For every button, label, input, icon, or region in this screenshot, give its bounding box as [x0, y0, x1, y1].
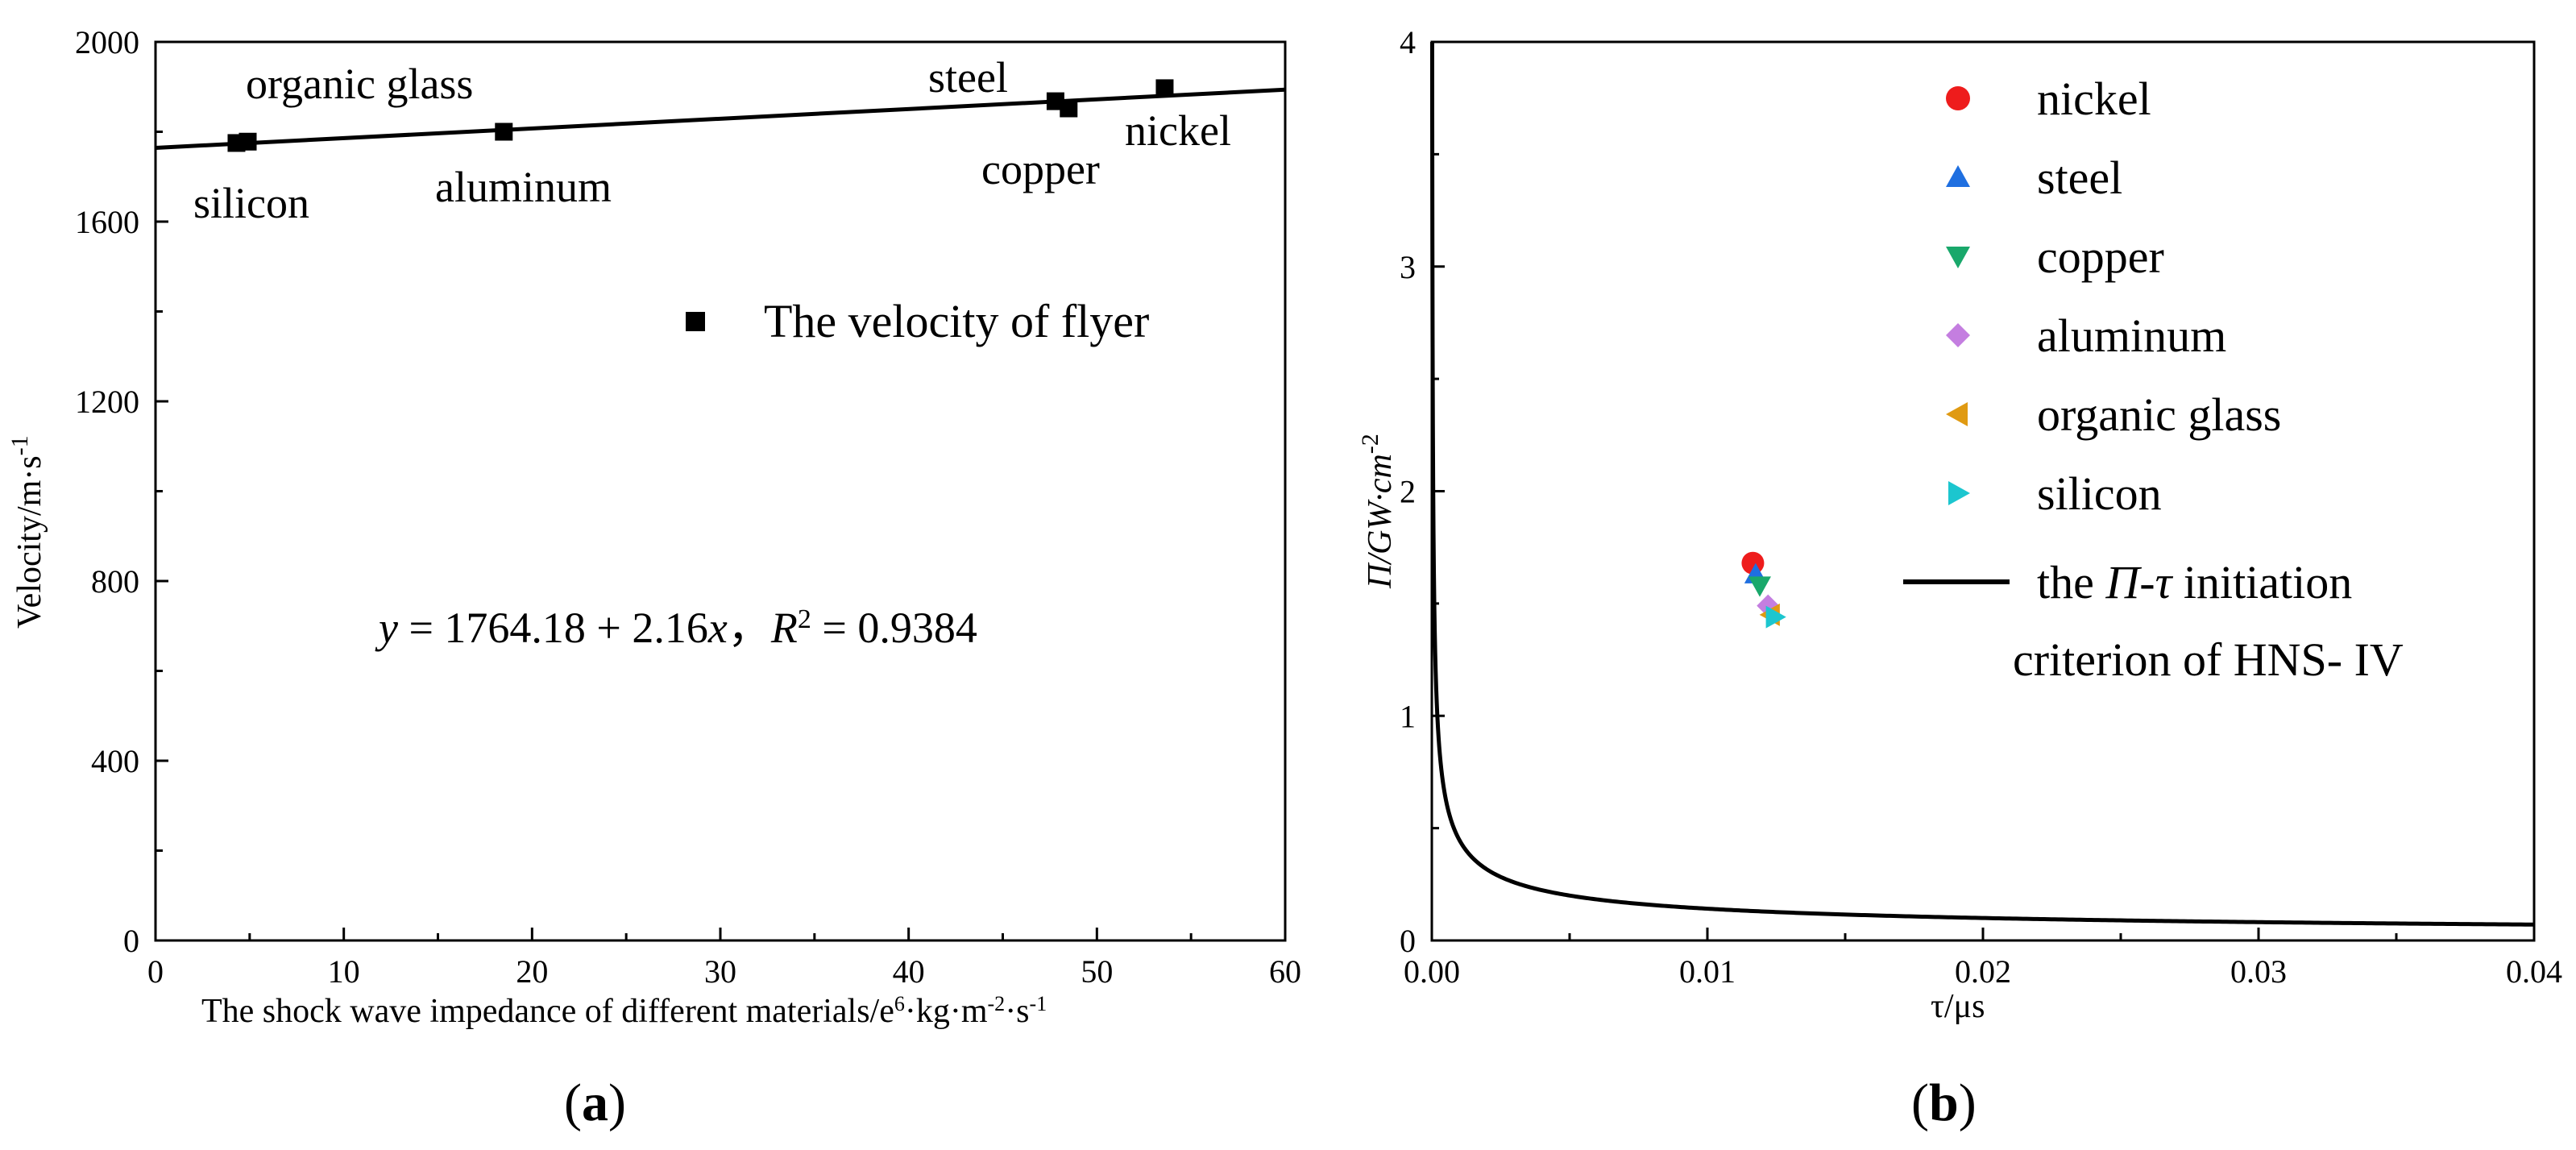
legend-curve-pi: Π [2105, 556, 2142, 608]
b-x-tick-label: 0.04 [2506, 953, 2562, 990]
legend-label-organic-glass: organic glass [2037, 388, 2281, 441]
point-a-organic-glass [239, 132, 257, 151]
fit-equation: y = 1764.18 + 2.16x，R2 = 0.9384 [375, 604, 977, 652]
a-y-tick-label: 2000 [75, 24, 139, 60]
legend-curve-suffix: initiation [2172, 556, 2352, 608]
panel-a: 0 10 20 30 40 50 60 0 400 800 1200 1600 2000 organi… [6, 24, 1302, 1132]
a-y-tick-label: 0 [123, 923, 139, 959]
label-aluminum: aluminum [435, 163, 612, 211]
eq-r-val: = 0.9384 [811, 604, 977, 652]
b-ylabel-text: Π/GW·cm [1362, 454, 1399, 589]
a-x-tick-label: 50 [1081, 953, 1113, 990]
panel-a-letter: a [582, 1073, 608, 1132]
panel-a-legend-marker [686, 312, 705, 331]
a-x-tick-label: 60 [1269, 953, 1301, 990]
eq-x: x [707, 604, 728, 652]
b-x-tick-label: 0.02 [1955, 953, 2011, 990]
legend-curve-dash: - [2139, 556, 2155, 608]
panel-b-x-axis-title: τ/μs [1931, 988, 1985, 1025]
panel-b-letter: b [1929, 1073, 1959, 1132]
a-ylabel-text: Velocity/m·s [11, 455, 48, 629]
legend-curve-prefix: the [2037, 556, 2105, 608]
panel-b-y-ticks: 0 1 2 3 4 [1400, 24, 1445, 959]
point-a-nickel [1155, 79, 1174, 98]
a-y-tick-label: 400 [91, 743, 139, 779]
panel-b-legend: nickel steel copper aluminum organic glass si… [1946, 73, 2281, 520]
b-ylabel-sup: -2 [1357, 434, 1383, 454]
legend-label-aluminum: aluminum [2037, 309, 2226, 362]
panel-b-label: (b) [1911, 1073, 1977, 1132]
label-organic-glass: organic glass [246, 60, 473, 108]
legend-label-steel: steel [2037, 152, 2122, 204]
a-y-tick-label: 1200 [75, 384, 139, 420]
panel-b-criterion-curve [1429, 41, 2535, 927]
a-y-tick-label: 1600 [75, 204, 139, 240]
b-y-tick-label: 4 [1400, 24, 1416, 60]
panel-b-frame [1430, 40, 2536, 942]
legend-marker-organic-glass [1946, 402, 1968, 426]
eq-r: R [770, 604, 798, 652]
legend-marker-copper [1946, 247, 1970, 268]
a-xlabel-sup1: 6 [894, 992, 905, 1015]
panel-b-y-axis-title: Π/GW·cm-2 [1357, 434, 1400, 589]
b-x-tick-label: 0.01 [1679, 953, 1736, 990]
legend-marker-silicon [1948, 481, 1970, 505]
label-copper: copper [981, 145, 1100, 193]
a-xlabel-part2: ·kg·m [905, 993, 988, 1030]
panel-b: 0.00 0.01 0.02 0.03 0.04 0 1 2 3 4 nickel steel co… [1357, 24, 2563, 1132]
legend-curve-text: the Π-τ initiation [2037, 556, 2352, 608]
panel-a-y-axis-title: Velocity/m·s-1 [6, 435, 49, 629]
a-xlabel-sup3: -1 [1030, 992, 1047, 1015]
panel-a-x-axis-title: The shock wave impedance of different ma… [201, 992, 1047, 1031]
legend-label-silicon: silicon [2037, 467, 2162, 520]
a-ylabel-sup: -1 [6, 435, 33, 455]
label-silicon: silicon [193, 179, 309, 227]
panel-a-x-ticks: 0 10 20 30 40 50 60 [147, 928, 1301, 990]
a-x-tick-label: 10 [328, 953, 360, 990]
point-b-copper [1748, 576, 1771, 597]
legend-marker-aluminum [1946, 323, 1970, 347]
panel-a-points [227, 79, 1174, 152]
a-xlabel-sup2: -2 [988, 992, 1006, 1015]
legend-curve-text-line2: criterion of HNS- IV [2013, 633, 2404, 686]
a-x-tick-label: 20 [516, 953, 548, 990]
legend-label-copper: copper [2037, 230, 2164, 283]
eq-body: = 1764.18 + 2.16 [398, 604, 708, 652]
label-nickel: nickel [1125, 106, 1231, 155]
legend-label-nickel: nickel [2037, 73, 2151, 125]
a-x-tick-label: 30 [704, 953, 736, 990]
b-x-tick-label: 0.03 [2230, 953, 2287, 990]
a-y-tick-label: 800 [91, 563, 139, 600]
eq-r-sup: 2 [798, 604, 811, 634]
label-steel: steel [928, 53, 1008, 102]
a-xlabel-part1: The shock wave impedance of different ma… [201, 993, 894, 1030]
panel-a-label: (a) [564, 1073, 626, 1132]
eq-sep: ， [728, 604, 771, 652]
point-a-copper [1060, 99, 1078, 118]
a-xlabel-part3: ·s [1005, 993, 1029, 1030]
panel-a-fit-line [155, 87, 1286, 150]
point-a-aluminum [495, 122, 513, 141]
panel-b-points [1741, 551, 1786, 629]
a-x-tick-label: 40 [893, 953, 925, 990]
b-y-tick-label: 3 [1400, 249, 1416, 285]
b-y-tick-label: 1 [1400, 698, 1416, 734]
eq-y: y [375, 604, 398, 652]
a-x-tick-label: 0 [147, 953, 164, 990]
panel-a-y-ticks: 0 400 800 1200 1600 2000 [75, 24, 168, 959]
panel-a-legend-text: The velocity of flyer [764, 295, 1149, 347]
b-y-tick-label: 0 [1400, 923, 1416, 959]
legend-marker-steel [1946, 165, 1970, 187]
point-b-silicon [1765, 605, 1786, 629]
legend-marker-nickel [1946, 86, 1970, 110]
b-y-tick-label: 2 [1400, 474, 1416, 510]
panel-b-x-ticks: 0.00 0.01 0.02 0.03 0.04 [1404, 928, 2562, 990]
legend-curve-tau: τ [2155, 556, 2174, 608]
b-x-tick-label: 0.00 [1404, 953, 1460, 990]
panel-a-frame [154, 40, 1287, 942]
